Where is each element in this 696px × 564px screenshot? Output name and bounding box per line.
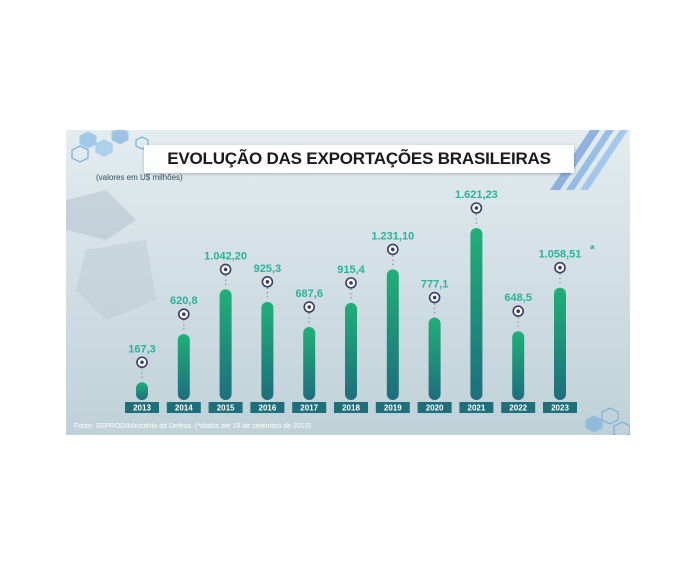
bar-2021 (470, 228, 483, 400)
bar-chart: 167,3 2013 620,8 2014 1.042,20 2015 925,3 2016 6… (125, 189, 595, 413)
year-label-2021: 2021 (468, 404, 486, 413)
value-label-2016: 925,3 (254, 263, 282, 275)
year-tag-2015 (208, 402, 243, 413)
bar-2016 (261, 301, 274, 400)
year-label-2017: 2017 (300, 404, 318, 413)
year-label-2014: 2014 (175, 404, 193, 413)
marker-dot-2021 (474, 206, 479, 210)
year-tag-2016 (250, 402, 285, 413)
marker-dot-2018 (349, 281, 353, 285)
source-note: Fonte: SEPROD/Ministério da Defesa. (*da… (74, 423, 311, 430)
bar-2015 (219, 289, 232, 400)
annotation-star: * (590, 243, 595, 257)
year-label-2020: 2020 (426, 404, 444, 413)
marker-dot-2023 (558, 265, 562, 270)
chart-panel: EVOLUÇÃO DAS EXPORTAÇÕES BRASILEIRAS (va… (66, 130, 630, 435)
value-label-2019: 1.231,10 (371, 230, 414, 242)
year-tag-2018 (334, 402, 368, 413)
bar-2017 (303, 327, 316, 400)
value-label-2020: 777,1 (421, 279, 449, 291)
bar-2014 (177, 334, 190, 400)
value-label-2017: 687,6 (295, 288, 323, 300)
year-label-2013: 2013 (133, 404, 151, 413)
bar-2022 (512, 331, 525, 400)
bar-2018 (345, 302, 357, 400)
bar-2013 (136, 382, 148, 400)
value-label-2015: 1.042,20 (204, 250, 247, 262)
value-label-2013: 167,3 (128, 343, 156, 355)
bar-2023 (554, 287, 566, 400)
value-label-2014: 620,8 (170, 295, 198, 307)
year-tag-2020 (417, 402, 452, 413)
year-tag-2017 (292, 402, 327, 413)
chart-subtitle: (valores em U$ milhões) (96, 173, 183, 182)
background-decoration (66, 130, 630, 435)
year-label-2023: 2023 (551, 404, 569, 413)
value-label-2023: 1.058,51 (539, 249, 582, 261)
year-tag-2021 (459, 402, 494, 413)
value-label-2021: 1.621,23 (455, 189, 498, 201)
bar-2019 (386, 269, 399, 400)
year-label-2019: 2019 (384, 404, 402, 413)
marker-dot-2015 (223, 267, 228, 272)
year-tag-2013 (125, 402, 159, 413)
year-tag-2019 (375, 402, 410, 413)
value-label-2018: 915,4 (337, 264, 365, 276)
title-banner (144, 145, 574, 173)
year-tag-2023 (543, 402, 577, 413)
year-tag-2014 (166, 402, 201, 413)
marker-dot-2019 (391, 247, 395, 252)
year-label-2015: 2015 (217, 404, 235, 413)
marker-dot-2017 (307, 305, 311, 309)
marker-dot-2016 (265, 280, 270, 284)
marker-dot-2014 (182, 312, 186, 316)
year-label-2016: 2016 (259, 404, 277, 413)
bar-2020 (428, 317, 441, 400)
marker-dot-2020 (432, 295, 437, 300)
marker-dot-2022 (516, 309, 520, 313)
marker-dot-2013 (140, 360, 144, 365)
chart-title: EVOLUÇÃO DAS EXPORTAÇÕES BRASILEIRAS (167, 149, 551, 168)
year-label-2018: 2018 (342, 404, 360, 413)
year-tag-2022 (501, 402, 536, 413)
value-label-2022: 648,5 (504, 292, 532, 304)
year-label-2022: 2022 (509, 404, 527, 413)
